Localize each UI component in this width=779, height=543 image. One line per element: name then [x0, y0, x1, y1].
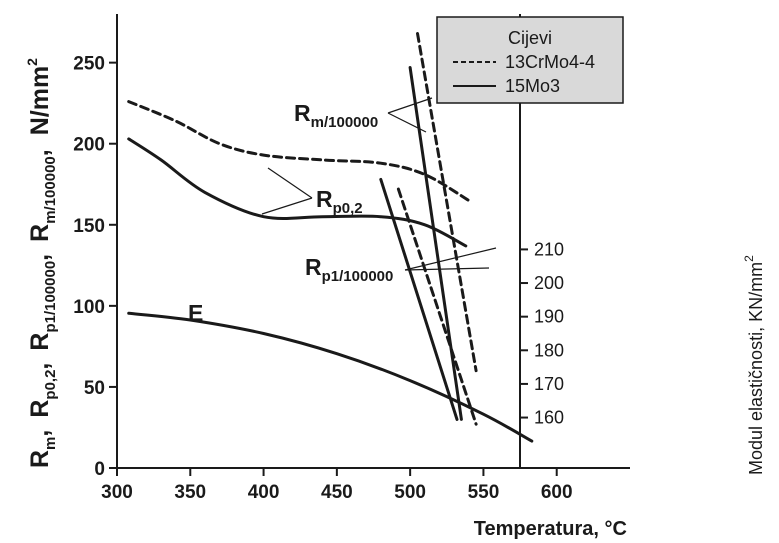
y-tick-label: 250 [73, 54, 105, 75]
legend-entry-label: 15Mo3 [505, 76, 560, 96]
x-tick-label: 350 [174, 482, 206, 503]
series-line [127, 311, 534, 443]
x-tick-label: 550 [468, 482, 500, 503]
series-line [379, 177, 459, 421]
legend-title: Cijevi [508, 28, 552, 48]
y2-tick-label: 200 [534, 273, 564, 293]
leader-line [261, 197, 313, 215]
y-tick-label: 150 [73, 216, 105, 237]
series-line [396, 187, 478, 426]
y-axis-title: Rm,Rp0,2,Rp1/100000,Rm/100000,N/mm2 [24, 58, 59, 468]
y-tick-label: 200 [73, 135, 105, 156]
y2-tick-label: 170 [534, 374, 564, 394]
x-axis-ticks: 300 350 400 450 500 550 600 [101, 468, 573, 503]
legend-box [436, 16, 624, 104]
series-line [416, 32, 478, 373]
leader-line [387, 97, 433, 114]
leader-line [404, 267, 490, 271]
y2-axis-ticks: 160 170 180 190 200 210 [520, 239, 564, 428]
annotation-e: E [188, 300, 203, 326]
annotation-rp1100000: Rp1/100000 [305, 254, 393, 285]
x-tick-label: 400 [248, 482, 280, 503]
series-line [408, 66, 463, 421]
leader-line [267, 167, 313, 199]
x-tick-label: 450 [321, 482, 353, 503]
y2-tick-label: 210 [534, 239, 564, 259]
x-tick-label: 300 [101, 482, 133, 503]
x-tick-label: 500 [394, 482, 426, 503]
x-axis-title: Temperatura, °C [474, 518, 627, 540]
annotation-rm100000: Rm/100000 [294, 100, 378, 131]
x-tick-label: 600 [541, 482, 573, 503]
y-tick-label: 0 [94, 459, 105, 480]
legend: Cijevi 13CrMo4-4 15Mo3 [436, 16, 624, 104]
series-lines [127, 32, 534, 443]
y-tick-label: 100 [73, 297, 105, 318]
leader-line [404, 247, 497, 271]
y2-tick-label: 180 [534, 340, 564, 360]
y2-tick-label: 190 [534, 307, 564, 327]
y-tick-label: 50 [84, 378, 105, 399]
series-line [127, 137, 468, 248]
axis-labels: Temperatura, °C Rm,Rp0,2,Rp1/100000,Rm/10… [24, 58, 766, 540]
y-axis-ticks: 0 50 100 150 200 250 [73, 54, 117, 480]
annotations: Rm/100000 Rp0,2 Rp1/100000 E [188, 97, 497, 326]
y2-axis-title: Modul elastičnosti, KN/mm2 [742, 255, 766, 475]
legend-entry-label: 13CrMo4-4 [505, 52, 595, 72]
leader-line [387, 112, 427, 133]
y2-tick-label: 160 [534, 408, 564, 428]
annotation-rp02: Rp0,2 [316, 186, 363, 217]
series-line [127, 100, 471, 202]
